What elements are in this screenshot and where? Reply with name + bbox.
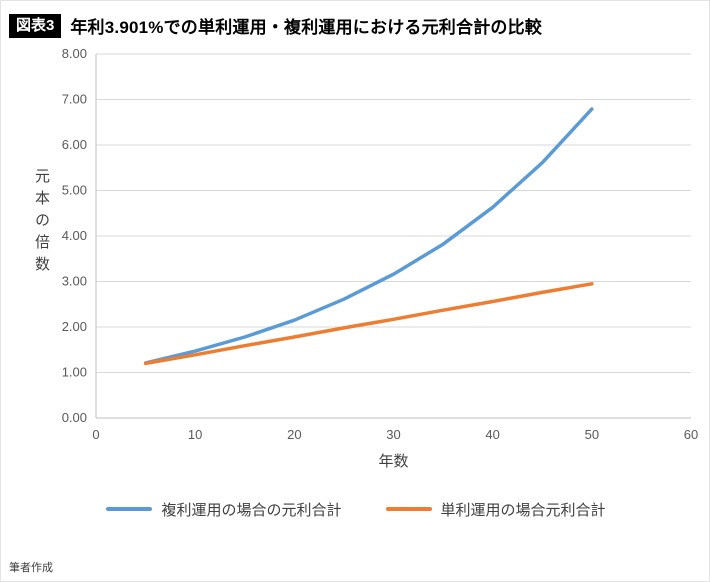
figure-badge: 図表3 [9,13,62,38]
legend-swatch-compound [106,507,153,511]
figure-title: 年利3.901%での単利運用・複利運用における元利合計の比較 [70,18,542,37]
svg-text:3.00: 3.00 [62,274,87,289]
chart-plot-area: 0.00 1.00 2.00 3.00 4.00 5.00 6.00 7.00 8.00 0 10 2… [62,46,699,442]
svg-text:1.00: 1.00 [62,365,87,380]
svg-text:50: 50 [585,427,599,442]
chart: 元本の倍数 0.00 1.00 2.00 3.00 4.00 5.00 6.00 7.00 8.… [1,40,709,522]
svg-text:5.00: 5.00 [62,183,87,198]
svg-text:30: 30 [386,427,400,442]
svg-text:0.00: 0.00 [62,410,87,425]
svg-text:8.00: 8.00 [62,46,87,61]
svg-text:60: 60 [684,427,698,442]
svg-text:4.00: 4.00 [62,228,87,243]
author-note: 筆者作成 [9,562,53,574]
legend-item-compound: 複利運用の場合の元利合計 [106,499,342,520]
legend-label-compound: 複利運用の場合の元利合計 [161,501,342,519]
svg-text:20: 20 [287,427,301,442]
svg-text:0: 0 [92,427,99,442]
svg-text:2.00: 2.00 [62,319,87,334]
svg-text:10: 10 [188,427,202,442]
svg-text:40: 40 [485,427,499,442]
y-axis-label: 元本の倍数 [33,168,50,278]
svg-text:6.00: 6.00 [62,137,87,152]
legend: 複利運用の場合の元利合計 単利運用の場合元利合計 [1,478,709,522]
x-axis-label: 年数 [378,453,409,470]
svg-text:7.00: 7.00 [62,92,87,107]
legend-item-simple: 単利運用の場合元利合計 [385,499,606,520]
figure-header: 図表3 年利3.901%での単利運用・複利運用における元利合計の比較 [1,1,709,40]
legend-label-simple: 単利運用の場合元利合計 [440,501,606,519]
legend-swatch-simple [385,507,432,511]
